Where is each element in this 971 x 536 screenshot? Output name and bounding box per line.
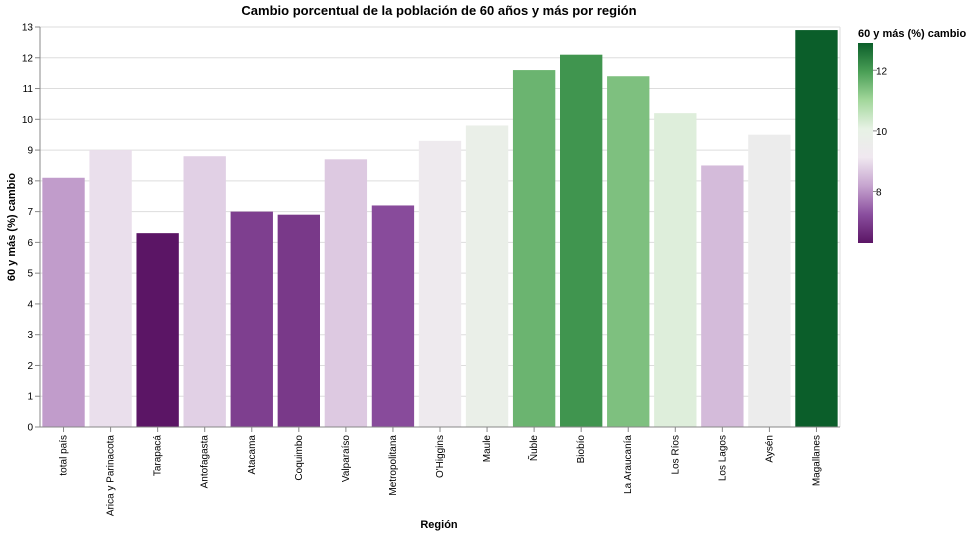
legend-tick-label: 12	[876, 66, 888, 77]
y-tick-label: 12	[22, 53, 34, 64]
x-tick-label: Metropolitana	[388, 435, 399, 496]
color-legend: 60 y más (%) cambio 8 10 12	[858, 28, 966, 243]
bar	[418, 140, 462, 427]
bar	[230, 211, 273, 427]
y-axis-title: 60 y más (%) cambio	[6, 173, 18, 281]
x-tick-label: Antofagasta	[200, 435, 211, 489]
bar	[465, 125, 509, 427]
legend-tick-label: 10	[876, 127, 888, 138]
bar	[795, 30, 838, 427]
bar	[748, 134, 791, 427]
x-tick-label: Tarapacá	[153, 435, 164, 477]
y-tick-label: 7	[27, 207, 33, 218]
chart-title: Cambio porcentual de la población de 60 …	[241, 3, 636, 18]
y-tick-label: 0	[27, 423, 33, 434]
y-tick-label: 8	[27, 176, 33, 187]
bar	[277, 214, 320, 427]
x-tick-label: Atacama	[247, 435, 258, 475]
x-tick-label: Aysén	[764, 435, 775, 463]
y-tick-label: 4	[27, 299, 33, 310]
x-tick-label: Coquimbo	[294, 435, 305, 481]
y-tick-label: 3	[27, 330, 33, 341]
x-tick-label: Maule	[482, 435, 493, 463]
bar	[371, 205, 415, 427]
y-tick-label: 1	[27, 392, 33, 403]
x-tick-label: Magallanes	[811, 435, 822, 486]
bar	[560, 54, 603, 427]
x-tick-label: Arica y Parinacota	[106, 435, 117, 517]
bar	[183, 156, 226, 427]
bar	[136, 233, 179, 427]
y-tick-label: 5	[27, 269, 33, 280]
x-tick-label: Ñuble	[527, 435, 540, 462]
y-tick-label: 13	[22, 23, 34, 34]
x-tick-label: Valparaíso	[341, 435, 352, 483]
legend-title: 60 y más (%) cambio	[858, 28, 966, 40]
y-tick-label: 11	[23, 84, 34, 95]
x-axis: total país Arica y Parinacota Tarapacá Anto…	[40, 426, 840, 517]
x-tick-label: La Araucanía	[623, 435, 634, 494]
y-tick-label: 10	[22, 115, 34, 126]
bar	[42, 177, 85, 427]
legend-tick-label: 8	[876, 187, 882, 198]
bars	[42, 30, 838, 428]
y-tick-label: 2	[27, 361, 33, 372]
y-tick-label: 9	[27, 146, 33, 157]
y-tick-label: 6	[27, 238, 33, 249]
bar	[701, 165, 744, 427]
x-tick-label: Los Ríos	[670, 435, 681, 474]
x-tick-label: Biobío	[576, 435, 587, 464]
bar	[607, 76, 650, 427]
bar	[324, 159, 368, 428]
x-axis-title: Región	[420, 519, 458, 531]
bar	[512, 70, 556, 428]
x-tick-label: total país	[59, 435, 70, 476]
legend-gradient-bar	[858, 43, 873, 243]
bar	[654, 113, 697, 428]
x-tick-label: O'Higgins	[435, 435, 446, 478]
x-tick-label: Los Lagos	[717, 435, 728, 481]
bar	[89, 150, 132, 428]
